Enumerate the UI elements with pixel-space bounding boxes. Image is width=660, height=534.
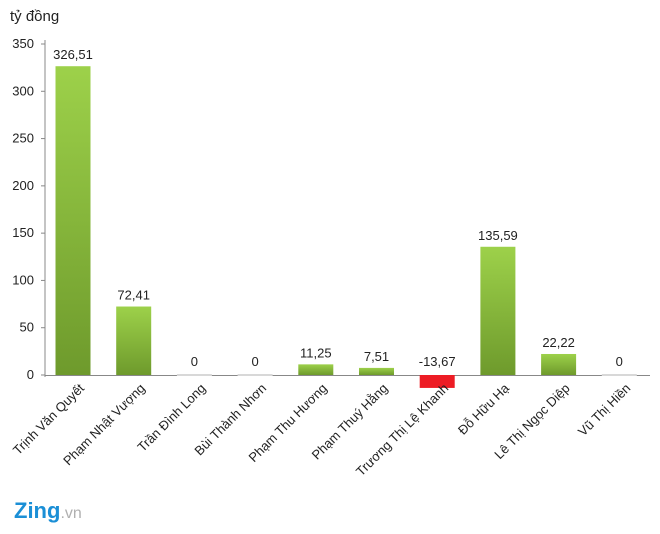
- data-label: 7,51: [364, 349, 389, 364]
- bar: [480, 246, 516, 375]
- y-tick-label: 0: [27, 367, 34, 382]
- y-tick-label: 50: [20, 320, 34, 335]
- data-label: 22,22: [542, 335, 575, 350]
- x-tick-label: Vũ Thị Hiền: [575, 381, 633, 439]
- y-tick-label: 200: [12, 178, 34, 193]
- x-tick-label: Đỗ Hữu Hạ: [455, 380, 513, 438]
- bar: [298, 364, 334, 375]
- logo-suffix: .vn: [60, 505, 82, 522]
- data-label: 0: [191, 354, 198, 369]
- bar: [176, 374, 212, 376]
- data-label: 326,51: [53, 47, 93, 62]
- y-axis-unit-label: tỷ đồng: [10, 8, 60, 25]
- data-label: 11,25: [300, 345, 332, 360]
- bar: [116, 306, 152, 375]
- data-label: -13,67: [419, 354, 456, 369]
- data-label: 0: [251, 354, 258, 369]
- logo-brand: Zing: [14, 498, 61, 523]
- y-tick-label: 250: [12, 131, 34, 146]
- bar: [601, 374, 637, 376]
- y-tick-label: 150: [12, 225, 34, 240]
- y-tick-label: 350: [12, 36, 34, 51]
- y-tick-label: 300: [12, 83, 34, 98]
- bar: [237, 374, 273, 376]
- bar: [55, 66, 91, 375]
- zing-logo: Zing.vn: [14, 498, 82, 524]
- bar: [419, 375, 455, 388]
- bar: [541, 353, 577, 375]
- y-tick-label: 100: [12, 272, 34, 287]
- data-label: 0: [616, 354, 623, 369]
- data-label: 72,41: [117, 288, 150, 303]
- bar: [359, 367, 394, 375]
- data-label: 135,59: [478, 228, 518, 243]
